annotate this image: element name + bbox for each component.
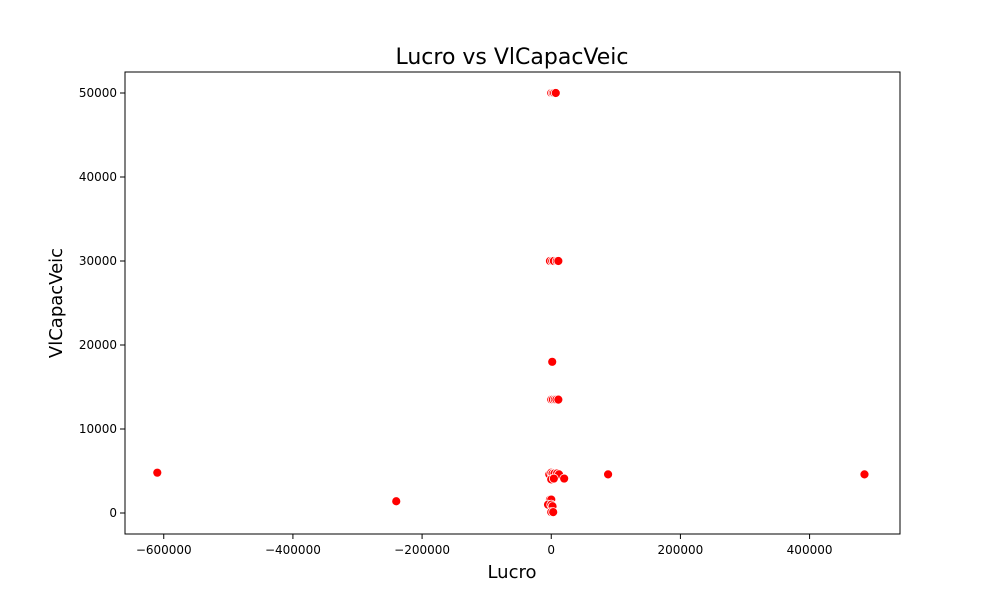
y-tick-label: 40000 — [79, 170, 117, 184]
y-tick-label: 10000 — [79, 422, 117, 436]
scatter-point — [548, 473, 559, 484]
scatter-point — [859, 469, 870, 480]
x-tick-label: −600000 — [136, 543, 192, 557]
scatter-point — [548, 507, 559, 518]
y-tick-label: 50000 — [79, 86, 117, 100]
scatter-point — [550, 88, 561, 98]
plot-area-frame — [124, 71, 901, 535]
scatter-point — [559, 473, 570, 484]
chart-title: Lucro vs VlCapacVeic — [395, 45, 628, 70]
scatter-point — [553, 256, 564, 266]
x-axis-ticks: −600000 −400000 −200000 0 200000 400000 — [136, 534, 833, 557]
x-tick-label: −400000 — [265, 543, 321, 557]
y-tick-label: 30000 — [79, 254, 117, 268]
scatter-point — [603, 469, 613, 480]
x-axis-label: Lucro — [487, 562, 536, 583]
y-tick-label: 0 — [109, 506, 117, 520]
scatter-point — [547, 356, 558, 367]
scatter-point — [391, 496, 402, 507]
y-axis-label: VlCapacVeic — [46, 248, 67, 358]
x-tick-label: 0 — [547, 543, 555, 557]
x-tick-label: 400000 — [787, 543, 833, 557]
scatter-point — [152, 467, 163, 478]
y-axis-ticks: 0 10000 20000 30000 40000 50000 — [79, 86, 125, 520]
x-tick-label: −200000 — [394, 543, 450, 557]
data-points — [152, 88, 870, 518]
y-tick-label: 20000 — [79, 338, 117, 352]
scatter-point — [553, 394, 564, 405]
x-tick-label: 200000 — [658, 543, 704, 557]
